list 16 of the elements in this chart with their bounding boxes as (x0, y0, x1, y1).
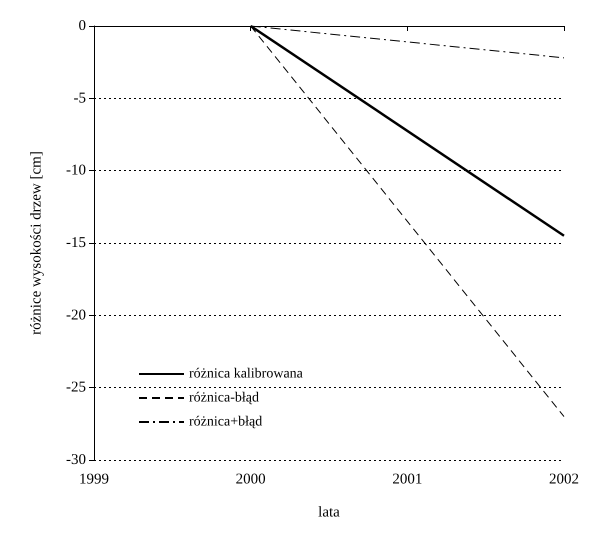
y-tick-label: -10 (66, 162, 86, 179)
y-axis-title: różnice wysokości drzew [cm] (28, 151, 44, 335)
x-axis-title: lata (318, 504, 340, 520)
x-tick-label: 2002 (549, 472, 579, 488)
y-tick-label: -15 (66, 235, 86, 251)
x-tick-label: 2001 (392, 472, 422, 488)
x-tick-label: 2000 (236, 472, 266, 488)
y-tick-label: 0 (78, 18, 86, 34)
legend-label: różnica+błąd (189, 414, 262, 430)
y-tick-label: -25 (66, 380, 86, 396)
x-tick-label: 1999 (79, 472, 109, 488)
y-tick-label: -20 (66, 307, 86, 324)
y-tick-label: -5 (74, 90, 86, 106)
legend-label: różnica-błąd (189, 390, 259, 406)
y-tick-label: -30 (66, 452, 86, 468)
legend-label: różnica kalibrowana (189, 366, 304, 382)
